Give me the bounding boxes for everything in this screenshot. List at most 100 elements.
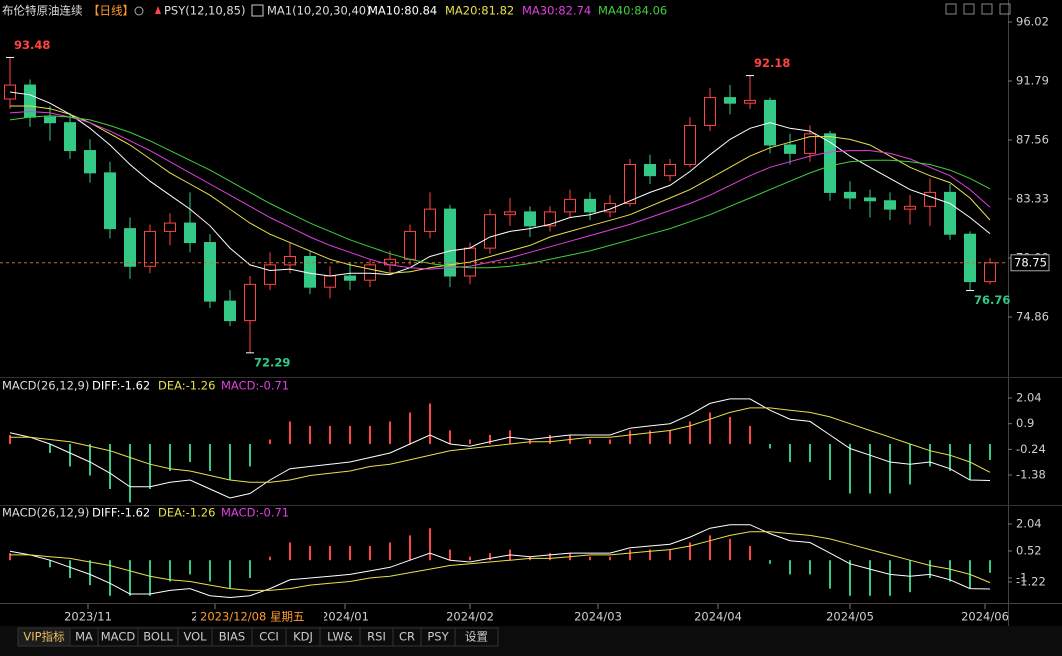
period-label: 【日线】 [88,4,134,18]
tab-label[interactable]: MACD [101,630,136,644]
candle-body [584,198,596,213]
y-tick-label: 0.9 [1016,416,1034,430]
tab-label[interactable]: CCI [259,630,278,644]
candle-body [504,211,516,216]
x-tick-label: 2024/03 [574,610,622,624]
macd-line [9,398,991,499]
y-tick-label: 96.02 [1016,15,1049,29]
ma-icon [251,4,264,17]
candle-body [144,230,156,267]
candle-body [224,300,236,322]
tab-label[interactable]: KDJ [293,630,313,644]
tab-label[interactable]: 设置 [465,630,488,644]
candle-body [44,116,56,124]
ma-line [9,115,991,269]
candle-body [864,197,876,202]
candle-body [924,191,936,207]
extreme-label: 76.76 [974,293,1010,307]
candle-body [744,99,756,104]
panel-title: MACD(26,12,9) [2,506,89,520]
candle-body [364,264,376,281]
legend-entry: MACD:-0.71 [221,506,289,520]
candle-body [204,242,216,302]
candle-body [604,203,616,213]
ma-line [9,110,991,270]
tab-label[interactable]: VOL [183,630,207,644]
legend-entry: MA20:81.82 [445,4,514,18]
y-tick-label: 74.86 [1016,310,1049,324]
tab[interactable] [454,627,499,647]
candle-body [424,208,436,232]
candle-body [284,256,296,266]
candle-body [804,133,816,154]
candle-body [184,222,196,244]
legend-entry: DIFF:-1.62 [92,506,150,520]
candle-body [444,208,456,277]
legend-entry: MACD:-0.71 [221,379,289,393]
candle-body [264,264,276,285]
panel-title: 布伦特原油连续 [2,4,83,18]
extreme-label: 93.48 [14,38,50,52]
candle-body [784,144,796,154]
y-tick-label: 87.56 [1016,132,1049,146]
x-tick-label: 2024/06 [961,610,1009,624]
tab-label[interactable]: CR [399,630,415,644]
y-tick-label: 0.52 [1016,543,1042,557]
candle-body [624,164,636,205]
ma-line [9,91,991,277]
candle-body [644,164,656,177]
y-tick-label: -1 [1016,570,1027,584]
y-tick-label: -0.24 [1016,442,1046,456]
candle-body [724,97,736,104]
macd-line [10,531,991,591]
tab-label[interactable]: MA [75,630,93,644]
y-tick-label: 91.79 [1016,74,1049,88]
y-tick-label: -1.22 [1016,574,1046,588]
window-icons [945,3,1011,15]
candle-body [904,205,916,210]
tab-label[interactable]: LW& [327,630,353,644]
candle-body [104,172,116,230]
candle-body [84,150,96,174]
candle-body [844,191,856,199]
ma-label: MA1(10,20,30,40) [267,4,371,18]
y-tick-label: 83.33 [1016,191,1049,205]
x-tick-label: 2024/04 [694,610,742,624]
last-price-label: 78.75 [1014,255,1047,269]
legend-entry: MA10:80.84 [368,4,437,18]
candle-body [484,214,496,249]
candle-body [304,256,316,288]
tab-label[interactable]: VIP指标 [23,630,64,644]
y-tick-label: 2.04 [1016,391,1042,405]
last-price-box [1010,254,1050,272]
candle-body [324,275,336,288]
tab-label[interactable]: RSI [367,630,386,644]
x-tick-label: 2024/02 [446,610,494,624]
macd-line [9,524,991,599]
extreme-label: 92.18 [754,56,790,70]
candle-body [404,230,416,260]
tab-label[interactable]: BIAS [219,630,245,644]
extreme-label: 72.29 [254,355,290,369]
candle-body [164,222,176,232]
ma-line [10,105,991,274]
candle-body [124,228,136,267]
candle-body [824,133,836,193]
legend-entry: DEA:-1.26 [158,506,215,520]
tab-label[interactable]: BOLL [143,630,173,644]
tab-label[interactable]: PSY [427,630,449,644]
candle-body [24,84,36,118]
legend-entry: MA30:82.74 [522,4,591,18]
y-tick-label: 2.04 [1016,516,1042,530]
candle-body [564,198,576,213]
candle-body [944,191,956,235]
candle-body [664,164,676,177]
cursor-label-box [196,609,324,625]
candle-body [544,211,556,227]
legend-entry: MA40:84.06 [598,4,667,18]
psy-icon [155,6,161,14]
settings-icon[interactable] [134,6,144,16]
candle-body [344,275,356,281]
